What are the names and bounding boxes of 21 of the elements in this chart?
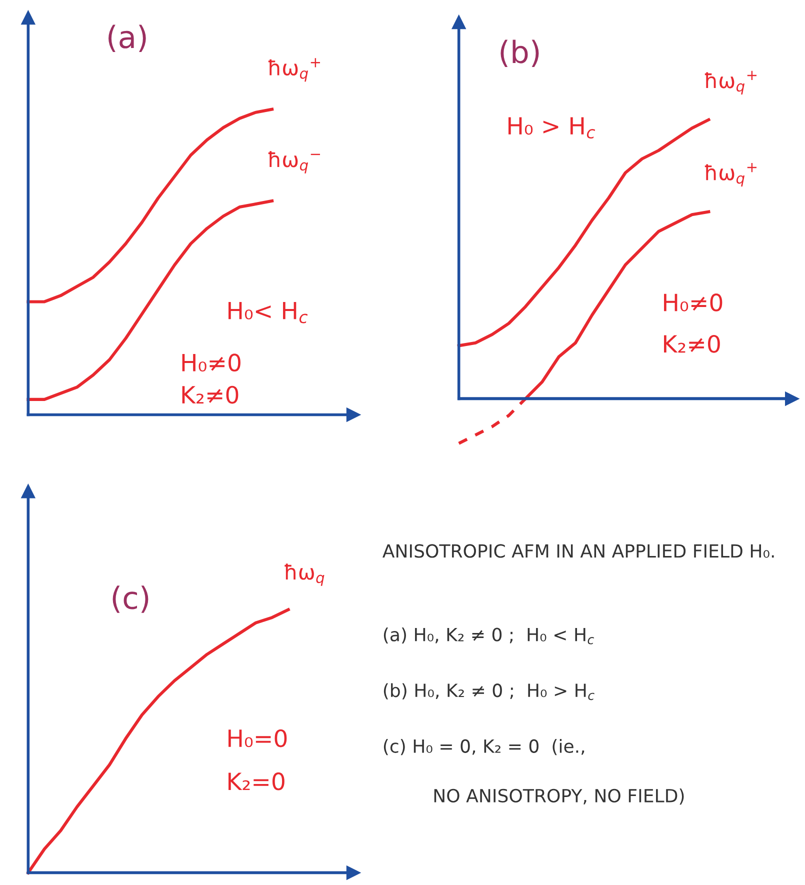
annotation: H₀=0 [228, 729, 287, 748]
annotation: H₀≠0 [664, 294, 722, 312]
annotation: K₂≠0 [182, 386, 238, 404]
chart-title: (c) [112, 586, 148, 613]
text: ANISOTROPIC AFM IN AN APPLIED FIELD H₀. [382, 544, 774, 558]
annotation: H₀≠0 [182, 354, 240, 372]
series-label: ħω$_{q}$$^{−}$ [268, 151, 320, 174]
text: (a) H₀, K₂ ≠ 0 ; H₀ < H$_{c}$ [384, 627, 594, 644]
text: NO ANISOTROPY, NO FIELD) [434, 788, 684, 805]
series-label: ħω$_{q}$$^{+}$ [704, 70, 756, 94]
annotation: K₂≠0 [664, 334, 720, 353]
series-label: ħω$_{q}$$^{+}$ [268, 58, 320, 82]
series-label: ħω$_{q}$ [284, 564, 324, 586]
text: (c) H₀ = 0, K₂ = 0 (ie., [384, 738, 584, 756]
text: (b) H₀, K₂ ≠ 0 ; H₀ > H$_{c}$ [384, 683, 594, 700]
chart-title: (b) [500, 40, 539, 67]
annotation: H₀ > H$_{c}$ [508, 117, 596, 139]
annotation: K₂=0 [228, 772, 284, 790]
annotation: H₀< H$_{c}$ [228, 302, 308, 324]
chart-title: (a) [108, 24, 146, 52]
series-label: ħω$_{q}$$^{+}$ [704, 162, 756, 186]
